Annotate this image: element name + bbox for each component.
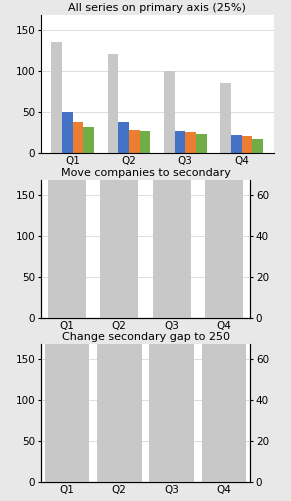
Bar bbox=[62, 400, 72, 482]
Bar bbox=[167, 427, 177, 482]
Bar bbox=[52, 379, 62, 482]
Bar bbox=[104, 236, 114, 318]
Bar bbox=[153, 113, 191, 318]
Title: Move companies to secondary: Move companies to secondary bbox=[61, 168, 230, 178]
Bar bbox=[219, 438, 229, 482]
Bar bbox=[73, 122, 84, 153]
Bar bbox=[177, 269, 187, 318]
Bar bbox=[177, 433, 187, 482]
Bar bbox=[72, 412, 82, 482]
Bar bbox=[220, 83, 231, 153]
Bar bbox=[150, 277, 194, 482]
Bar bbox=[242, 136, 252, 153]
Bar bbox=[100, 72, 138, 318]
Bar bbox=[124, 422, 134, 482]
Bar bbox=[209, 433, 219, 482]
Bar bbox=[140, 131, 150, 153]
Title: All series on primary axis (25%): All series on primary axis (25%) bbox=[68, 3, 246, 13]
Bar bbox=[164, 71, 175, 153]
Bar bbox=[72, 248, 82, 318]
Bar bbox=[229, 442, 239, 482]
Bar bbox=[202, 308, 246, 482]
Bar bbox=[52, 215, 62, 318]
Bar bbox=[84, 127, 94, 153]
Bar bbox=[45, 205, 89, 482]
Bar bbox=[97, 236, 141, 482]
Bar bbox=[157, 423, 167, 482]
Bar bbox=[124, 259, 134, 318]
Bar bbox=[229, 279, 239, 318]
Bar bbox=[196, 134, 207, 153]
Title: Change secondary gap to 250: Change secondary gap to 250 bbox=[61, 332, 230, 342]
Bar bbox=[175, 131, 185, 153]
Bar bbox=[108, 55, 118, 153]
Bar bbox=[118, 122, 129, 153]
Bar bbox=[185, 132, 196, 153]
Bar bbox=[219, 275, 229, 318]
Bar bbox=[51, 42, 62, 153]
Bar bbox=[157, 259, 167, 318]
Bar bbox=[231, 135, 242, 153]
Bar bbox=[252, 139, 263, 153]
Bar bbox=[104, 400, 114, 482]
Bar bbox=[62, 112, 73, 153]
Bar bbox=[114, 418, 124, 482]
Bar bbox=[209, 269, 219, 318]
Bar bbox=[205, 144, 243, 318]
Bar bbox=[48, 42, 86, 318]
Bar bbox=[129, 130, 140, 153]
Bar bbox=[167, 263, 177, 318]
Bar bbox=[62, 236, 72, 318]
Bar bbox=[114, 254, 124, 318]
